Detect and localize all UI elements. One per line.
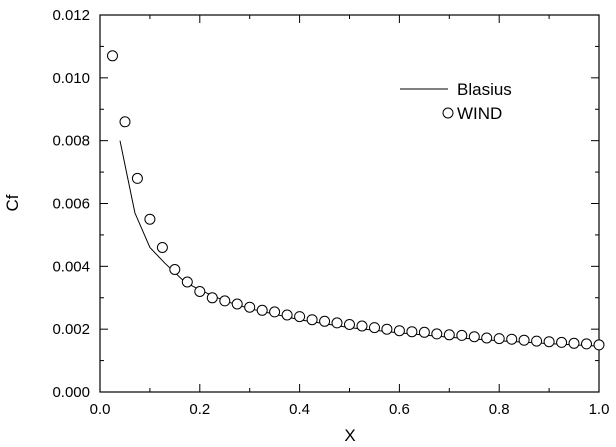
data-point-wind [406,326,418,338]
data-point-wind [281,309,293,321]
data-point-wind [131,172,143,184]
data-point-wind [381,323,393,335]
data-point-wind [593,339,605,351]
y-tick-label: 0.004 [52,258,90,275]
data-point-wind [119,116,131,128]
data-point-wind [344,319,355,330]
x-axis-label: X [344,426,355,445]
ticks [99,14,600,393]
data-point-wind [356,320,368,332]
x-tick-label: 0.6 [389,401,410,418]
data-point-wind [169,264,181,275]
data-point-wind [107,50,118,62]
data-point-wind [156,242,168,253]
data-point-wind [206,292,218,304]
data-point-wind [443,329,455,341]
legend-marker-wind [442,107,454,119]
y-tick-label: 0.010 [52,70,90,87]
data-point-wind [219,295,231,307]
data-point-wind [531,335,543,347]
data-point-wind [393,325,405,337]
data-point-wind [194,286,206,297]
data-point-wind [506,333,518,345]
y-tick-label: 0.002 [52,321,90,338]
legend-label-wind: WIND [457,104,502,123]
data-point-wind [556,336,568,348]
y-tick-label: 0.012 [52,7,90,24]
data-point-wind [256,304,268,316]
data-point-wind [518,334,530,346]
data-point-wind [481,332,493,344]
data-point-wind [144,213,156,225]
data-point-wind [294,311,306,323]
y-axis-label: Cf [3,194,22,211]
data-point-wind [418,326,430,338]
data-point-wind [543,336,555,348]
data-point-wind [369,322,380,334]
data-point-wind [319,315,331,327]
x-tick-label: 0.4 [289,401,310,418]
legend-label-blasius: Blasius [457,80,512,99]
y-tick-label: 0.008 [52,133,90,150]
data-point-wind [568,337,580,349]
data-point-wind [244,301,256,313]
data-point-wind [468,331,480,343]
data-point-wind [493,333,505,345]
x-tick-label: 1.0 [589,401,610,418]
data-point-wind [331,317,343,329]
data-point-wind [269,306,281,318]
data-point-wind [306,314,318,326]
x-tick-label: 0.8 [489,401,510,418]
series-layer [107,50,605,351]
y-tick-label: 0.006 [52,196,90,213]
data-point-wind [181,276,193,288]
legend: Blasius WIND [400,80,512,123]
data-point-wind [431,328,443,340]
x-tick-label: 0.0 [90,401,111,418]
y-tick-labels: 0.000 0.002 0.004 0.006 0.008 0.010 0.012 [52,7,90,401]
data-point-wind [456,329,468,341]
x-tick-label: 0.2 [189,401,210,418]
x-tick-labels: 0.0 0.2 0.4 0.6 0.8 1.0 [90,401,610,418]
series-line-blasius [119,140,600,347]
data-point-wind [581,338,592,350]
y-tick-label: 0.000 [52,384,90,401]
data-point-wind [231,298,243,310]
